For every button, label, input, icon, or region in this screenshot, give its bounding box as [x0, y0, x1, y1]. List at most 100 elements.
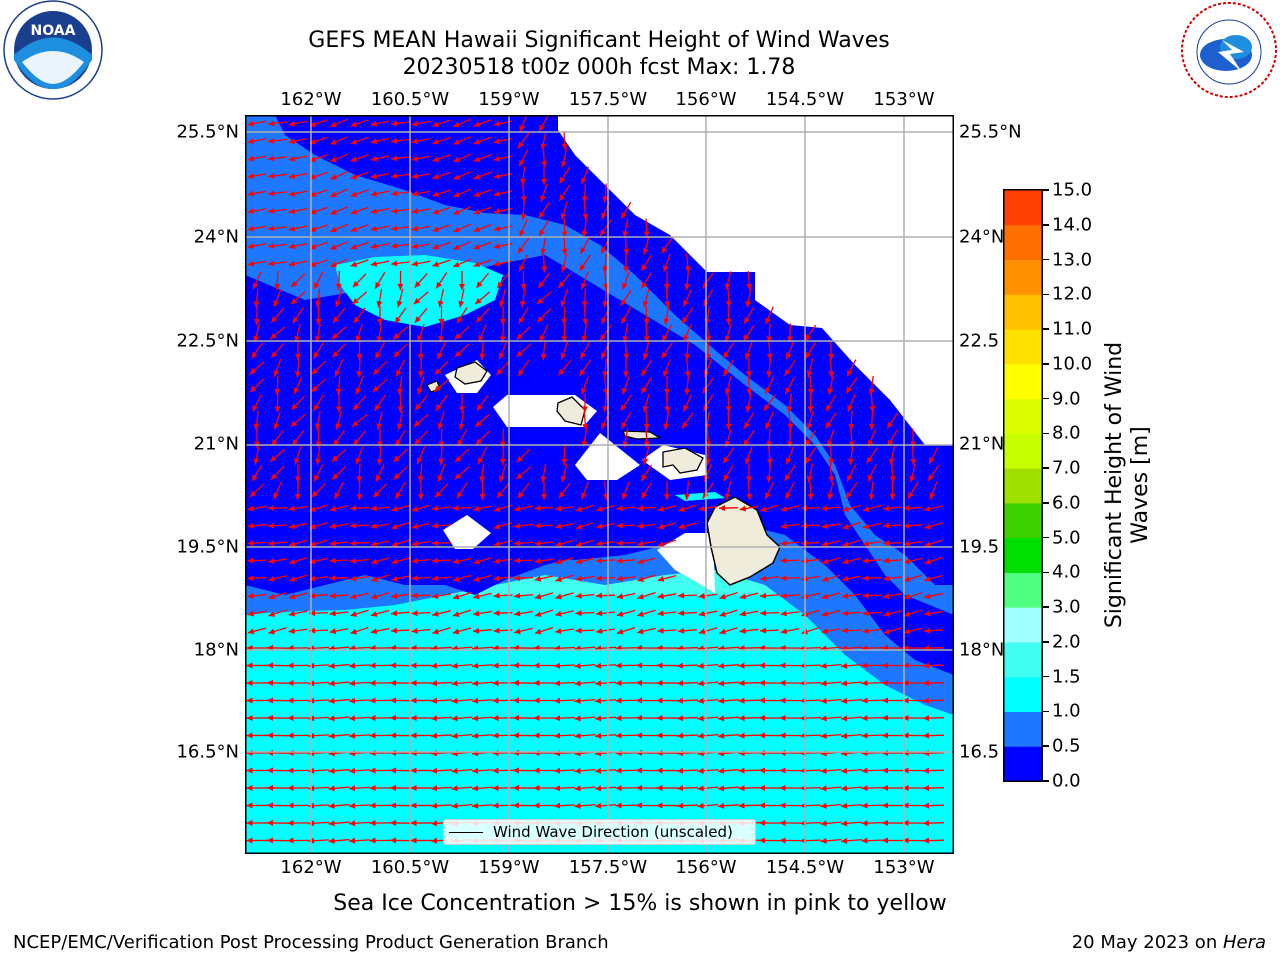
wind-wave-arrow: [288, 120, 308, 127]
wind-wave-arrow: [616, 592, 636, 600]
wind-wave-arrow: [266, 837, 289, 844]
wind-wave-arrow: [575, 575, 595, 582]
wind-wave-arrow: [313, 271, 324, 290]
wind-wave-arrow: [266, 784, 289, 791]
wind-wave-arrow: [267, 155, 288, 162]
wind-wave-arrow: [332, 307, 346, 324]
wind-wave-arrow: [517, 237, 530, 254]
wind-wave-arrow: [473, 505, 492, 512]
wind-wave-arrow: [882, 540, 903, 547]
wind-wave-arrow: [515, 466, 532, 480]
wind-wave-arrow: [595, 575, 616, 582]
wind-wave-arrow: [410, 732, 432, 739]
wind-wave-arrow: [288, 574, 308, 582]
wind-wave-arrow: [247, 540, 267, 547]
wind-wave-arrow: [350, 224, 369, 232]
wind-wave-arrow: [411, 173, 431, 180]
wind-wave-arrow: [430, 785, 453, 792]
wind-wave-arrow: [698, 610, 718, 617]
wind-wave-arrow: [717, 732, 740, 739]
wind-wave-arrow: [821, 523, 841, 530]
wind-wave-arrow: [417, 376, 425, 395]
wind-wave-arrow: [458, 270, 465, 291]
wind-wave-arrow: [561, 130, 568, 151]
wind-wave-arrow: [294, 446, 302, 465]
wind-wave-arrow: [328, 767, 350, 774]
wind-wave-arrow: [267, 540, 288, 547]
wind-wave-arrow: [602, 183, 609, 203]
wind-wave-arrow: [287, 732, 309, 739]
wind-wave-arrow: [602, 393, 609, 413]
wind-wave-arrow: [635, 679, 658, 686]
lat-tick-right: 25.5°N: [959, 121, 1022, 143]
wind-wave-arrow: [294, 480, 301, 501]
wind-wave-arrow: [456, 307, 468, 324]
wind-wave-arrow: [474, 413, 491, 428]
wind-wave-arrow: [432, 206, 451, 215]
wind-wave-arrow: [807, 375, 814, 396]
wind-wave-arrow: [595, 610, 616, 617]
wind-wave-arrow: [273, 481, 282, 500]
wind-wave-arrow: [643, 305, 650, 326]
wind-wave-arrow: [820, 715, 842, 722]
wind-wave-arrow: [575, 610, 595, 617]
wind-wave-arrow: [253, 288, 260, 308]
wind-wave-arrow: [615, 715, 637, 722]
wind-wave-arrow: [635, 767, 658, 774]
wind-wave-arrow: [390, 610, 411, 617]
wind-wave-arrow: [472, 627, 493, 634]
wind-wave-arrow: [247, 225, 267, 232]
wind-wave-arrow: [389, 802, 412, 809]
wind-wave-arrow: [288, 522, 308, 530]
wind-wave-arrow: [267, 137, 288, 144]
wind-wave-arrow: [390, 155, 411, 162]
lat-tick-right: 21°N: [959, 433, 1005, 455]
wind-wave-arrow: [311, 378, 326, 393]
wind-wave-arrow: [452, 609, 472, 617]
wind-wave-arrow: [780, 610, 800, 617]
wind-wave-arrow: [294, 340, 301, 361]
wind-wave-arrow: [452, 627, 472, 635]
wind-wave-arrow: [616, 522, 636, 529]
wind-wave-arrow: [862, 557, 882, 564]
wind-wave-arrow: [717, 767, 740, 774]
wind-wave-arrow: [498, 341, 508, 360]
wind-wave-arrow: [678, 522, 697, 530]
wind-wave-arrow: [287, 662, 309, 669]
wind-wave-arrow: [411, 243, 431, 250]
wind-wave-arrow: [246, 715, 268, 722]
wind-wave-arrow: [622, 253, 629, 273]
wind-wave-arrow: [499, 323, 506, 343]
wind-wave-arrow: [533, 697, 555, 704]
wind-wave-arrow: [722, 342, 735, 359]
wind-wave-arrow: [473, 610, 492, 617]
wind-wave-arrow: [636, 505, 657, 512]
lon-tick-top: 156°W: [675, 89, 737, 110]
wind-wave-arrow: [656, 784, 678, 791]
wind-wave-arrow: [534, 558, 554, 564]
lon-tick-bottom: 153°W: [873, 857, 935, 878]
wind-wave-arrow: [845, 377, 858, 394]
wind-wave-arrow: [555, 557, 574, 565]
wind-wave-arrow: [902, 697, 924, 704]
wind-wave-arrow: [553, 767, 576, 774]
wind-wave-arrow: [574, 785, 596, 792]
wind-wave-arrow: [841, 592, 862, 599]
wind-wave-arrow: [560, 253, 568, 273]
wind-wave-arrow: [840, 767, 863, 774]
wind-wave-arrow: [410, 697, 432, 704]
wind-wave-arrow: [414, 395, 428, 411]
wind-wave-arrow: [349, 522, 370, 529]
wind-wave-arrow: [294, 463, 301, 483]
wind-wave-arrow: [370, 540, 390, 547]
wind-wave-arrow: [848, 445, 855, 466]
wind-wave-arrow: [868, 480, 875, 501]
wind-wave-arrow: [247, 190, 267, 197]
map-frame: [245, 115, 954, 854]
wind-wave-arrow: [537, 272, 551, 289]
wind-wave-arrow: [684, 270, 691, 291]
wind-wave-arrow: [719, 609, 738, 617]
wind-wave-arrow: [452, 171, 472, 180]
wind-wave-arrow: [496, 360, 510, 376]
wind-wave-arrow: [739, 505, 759, 512]
